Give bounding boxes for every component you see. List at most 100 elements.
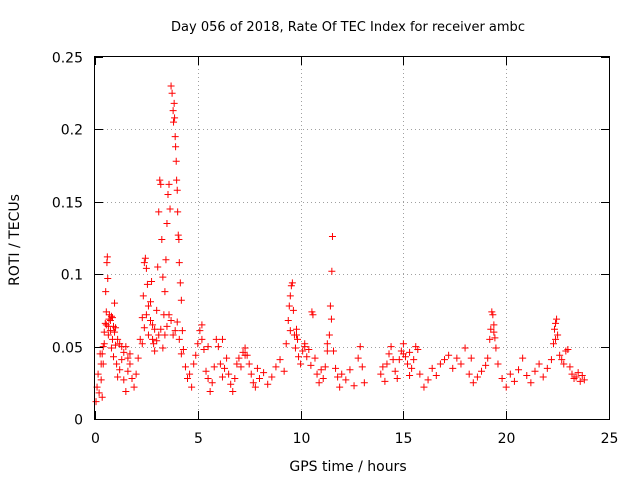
data-point bbox=[124, 354, 132, 362]
data-point bbox=[139, 292, 147, 300]
data-point bbox=[305, 345, 313, 353]
data-point bbox=[410, 356, 418, 364]
data-point bbox=[432, 372, 440, 380]
y-tick-label: 0 bbox=[74, 413, 83, 429]
data-point bbox=[167, 317, 175, 325]
data-point bbox=[295, 353, 303, 361]
data-point bbox=[198, 321, 206, 329]
data-point bbox=[162, 256, 170, 264]
data-point bbox=[164, 191, 172, 199]
data-point bbox=[153, 306, 161, 314]
y-tick-label: 0.1 bbox=[61, 268, 83, 284]
data-point bbox=[100, 328, 108, 336]
data-point bbox=[342, 376, 350, 384]
data-point bbox=[315, 379, 323, 387]
data-point bbox=[104, 331, 112, 339]
data-point bbox=[391, 367, 399, 375]
x-tick-label: 25 bbox=[601, 431, 619, 447]
data-point bbox=[473, 373, 481, 381]
data-point bbox=[457, 360, 465, 368]
data-point bbox=[159, 273, 167, 281]
data-point bbox=[326, 302, 334, 310]
data-point bbox=[406, 348, 414, 356]
data-point bbox=[142, 264, 150, 272]
data-point bbox=[393, 374, 401, 382]
data-point bbox=[138, 340, 146, 348]
data-point bbox=[163, 322, 171, 330]
data-point bbox=[553, 315, 561, 323]
data-point bbox=[136, 335, 144, 343]
data-point bbox=[126, 350, 134, 358]
data-point bbox=[210, 363, 218, 371]
data-point bbox=[387, 343, 395, 351]
data-point bbox=[294, 335, 302, 343]
data-point bbox=[101, 319, 109, 327]
data-point bbox=[150, 340, 158, 348]
data-point bbox=[233, 360, 241, 368]
data-point bbox=[188, 383, 196, 391]
data-point bbox=[184, 374, 192, 382]
data-point bbox=[313, 370, 321, 378]
data-point bbox=[286, 327, 294, 335]
data-point bbox=[354, 354, 362, 362]
data-point bbox=[492, 344, 500, 352]
data-point bbox=[102, 308, 110, 316]
data-point bbox=[173, 186, 181, 194]
data-point bbox=[99, 343, 107, 351]
data-point bbox=[140, 324, 148, 332]
data-point bbox=[385, 350, 393, 358]
data-point bbox=[543, 364, 551, 372]
data-point bbox=[174, 231, 182, 239]
data-point bbox=[163, 220, 171, 228]
data-point bbox=[268, 373, 276, 381]
data-point bbox=[168, 89, 176, 97]
axis-ticks bbox=[95, 57, 610, 420]
data-point bbox=[535, 360, 543, 368]
data-point bbox=[181, 363, 189, 371]
data-point bbox=[328, 233, 336, 241]
data-point bbox=[465, 370, 473, 378]
data-point bbox=[449, 364, 457, 372]
data-point bbox=[291, 344, 299, 352]
data-point bbox=[111, 299, 119, 307]
x-axis-label: GPS time / hours bbox=[289, 459, 406, 475]
data-points bbox=[92, 82, 588, 406]
data-point bbox=[510, 377, 518, 385]
data-point bbox=[255, 374, 263, 382]
data-point bbox=[204, 343, 212, 351]
data-point bbox=[165, 311, 173, 319]
data-point bbox=[94, 370, 102, 378]
data-point bbox=[482, 361, 490, 369]
data-point bbox=[218, 335, 226, 343]
y-tick-label: 0.15 bbox=[52, 196, 83, 212]
data-point bbox=[301, 343, 309, 351]
data-point bbox=[166, 205, 174, 213]
data-point bbox=[346, 366, 354, 374]
data-point bbox=[554, 331, 562, 339]
data-point bbox=[578, 372, 586, 380]
data-point bbox=[580, 376, 588, 384]
data-point bbox=[399, 340, 407, 348]
data-point bbox=[453, 354, 461, 362]
data-point bbox=[489, 311, 497, 319]
data-point bbox=[249, 379, 257, 387]
data-point bbox=[241, 344, 249, 352]
data-point bbox=[172, 143, 180, 151]
data-point bbox=[414, 345, 422, 353]
data-point bbox=[98, 350, 106, 358]
data-point bbox=[303, 353, 311, 361]
data-point bbox=[179, 345, 187, 353]
y-axis-label: ROTI / TECUs bbox=[7, 194, 23, 286]
data-point bbox=[169, 107, 177, 115]
data-point bbox=[157, 325, 165, 333]
data-point bbox=[100, 340, 108, 348]
data-point bbox=[202, 367, 210, 375]
data-point bbox=[149, 335, 157, 343]
data-point bbox=[307, 361, 315, 369]
data-point bbox=[132, 370, 140, 378]
data-point bbox=[311, 354, 319, 362]
data-point bbox=[247, 370, 255, 378]
data-point bbox=[198, 335, 206, 343]
data-point bbox=[167, 82, 175, 90]
data-point bbox=[186, 370, 194, 378]
